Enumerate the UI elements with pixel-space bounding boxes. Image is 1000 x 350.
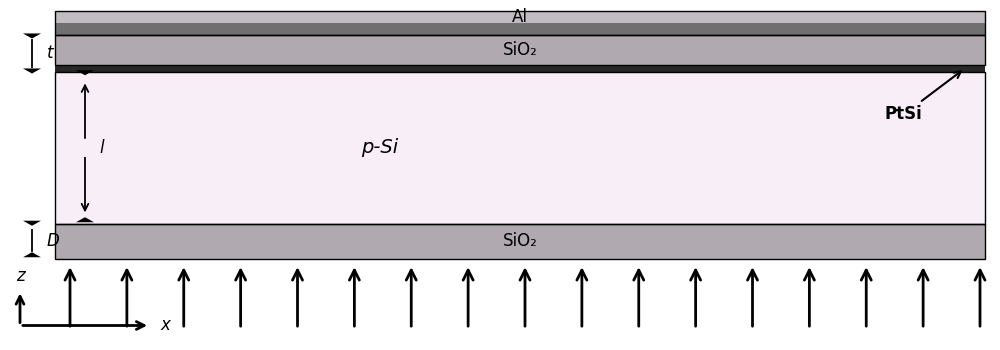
Polygon shape — [23, 69, 41, 74]
Text: t: t — [47, 44, 54, 62]
Text: SiO₂: SiO₂ — [503, 232, 537, 251]
Polygon shape — [23, 34, 41, 38]
Bar — [55, 72, 985, 224]
Polygon shape — [76, 70, 94, 75]
Text: x: x — [160, 316, 170, 335]
Bar — [55, 23, 985, 35]
Bar — [55, 35, 985, 65]
Text: Al: Al — [512, 8, 528, 26]
Text: SiO₂: SiO₂ — [503, 41, 537, 59]
Text: D: D — [47, 232, 60, 251]
Bar — [55, 224, 985, 259]
Bar — [55, 65, 985, 72]
Bar — [55, 72, 985, 224]
Bar — [55, 35, 985, 65]
Text: l: l — [99, 139, 104, 157]
Bar — [55, 224, 985, 259]
Text: z: z — [16, 267, 24, 285]
Polygon shape — [23, 252, 41, 257]
Bar — [55, 10, 985, 35]
Polygon shape — [76, 217, 94, 222]
Bar — [55, 10, 985, 23]
Text: PtSi: PtSi — [885, 71, 961, 124]
Polygon shape — [23, 221, 41, 226]
Text: p-Si: p-Si — [361, 138, 399, 158]
